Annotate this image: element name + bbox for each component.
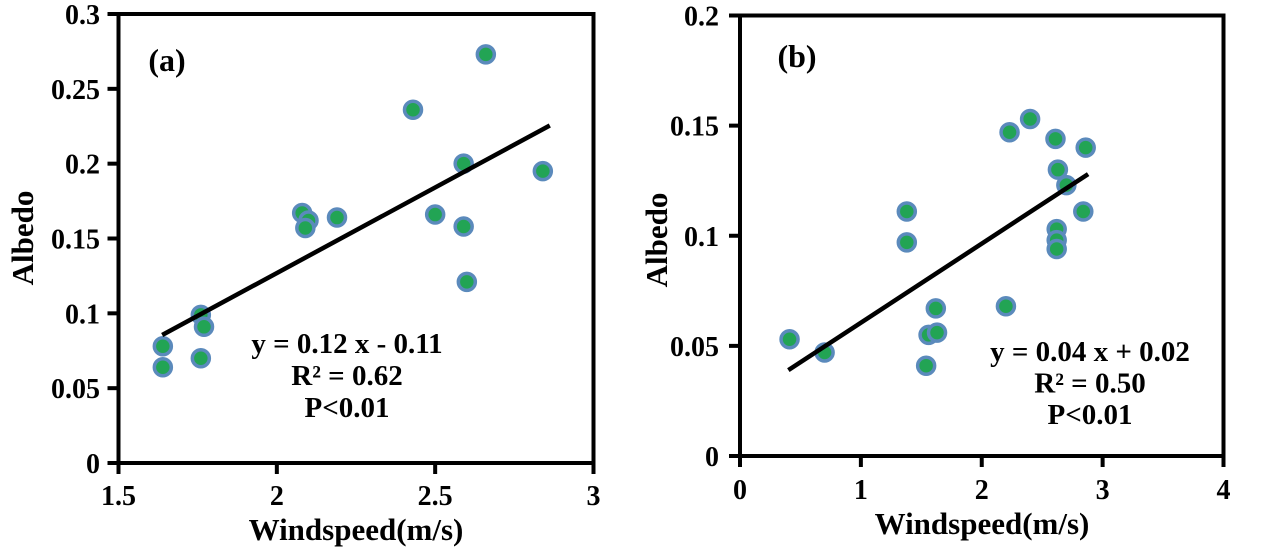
panel-b-data-point: [896, 201, 918, 222]
panel-b-data-point: [925, 298, 947, 319]
panel-a-y-axis-title: Albedo: [5, 191, 40, 286]
panel-a-x-tick-label: 1.5: [101, 481, 136, 512]
panel-b-equation-line: R² = 0.50: [1034, 368, 1145, 400]
panel-a-data-point: [326, 207, 348, 228]
panel-b-data-point: [1019, 108, 1041, 130]
panel-a-y-tick-label: 0.3: [65, 0, 100, 31]
panel-b-data-point: [1073, 201, 1094, 222]
panel-a-data-point: [152, 336, 174, 357]
panel-a-data-point: [190, 347, 212, 369]
panel-b-data-point: [995, 295, 1017, 317]
panel-a-x-tick-label: 2.5: [418, 481, 453, 512]
panel-a-equation-line: P<0.01: [305, 392, 390, 424]
panel-a-data-point: [453, 216, 474, 237]
panel-a-y-tick-label: 0.05: [51, 374, 100, 405]
panel-a-y-tick-label: 0.25: [51, 75, 100, 106]
panel-a-x-axis-title: Windspeed(m/s): [249, 512, 464, 547]
panel-b-data-point: [926, 322, 948, 343]
panel-b-x-tick-label: 4: [1217, 475, 1231, 506]
panel-b-x-tick-label: 3: [1096, 475, 1110, 506]
panel-b-data-point: [999, 121, 1020, 143]
panel-b-y-tick-label: 0: [705, 442, 719, 473]
panel-a-data-point: [532, 160, 554, 182]
panel-a-data-point: [402, 99, 424, 121]
panel-b-x-axis-title: Windspeed(m/s): [875, 506, 1090, 541]
panel-b-x-tick-label: 2: [975, 475, 989, 506]
panel-a-data-point: [475, 44, 497, 65]
panel-a-y-tick-label: 0.1: [65, 299, 100, 330]
panel-a-label: (a): [148, 42, 185, 78]
panel-a-y-tick-label: 0: [86, 449, 100, 480]
panel-b-data-point: [1047, 159, 1069, 180]
panel-a-data-point: [424, 204, 446, 225]
panel-a-y-tick-label: 0.15: [51, 225, 100, 256]
panel-b-data-point: [1046, 238, 1067, 260]
panel-a-x-tick-label: 3: [587, 481, 601, 512]
panel-a-equation-line: R² = 0.62: [291, 360, 402, 392]
panel-a-data-point: [295, 217, 316, 239]
panel-b-equation-line: P<0.01: [1048, 399, 1133, 431]
panel-b-y-tick-label: 0.2: [684, 2, 719, 33]
panel-b-data-point: [915, 355, 937, 376]
panel-a-y-tick-label: 0.2: [65, 150, 100, 181]
panel-a-x-tick-label: 2: [270, 481, 284, 512]
panel-b-equation-line: y = 0.04 x + 0.02: [990, 336, 1190, 368]
panel-b-x-tick-label: 0: [733, 475, 747, 506]
panel-a-data-point: [193, 316, 215, 338]
panel-b-y-tick-label: 0.1: [684, 222, 719, 253]
panel-b-frame: [738, 13, 1226, 458]
panel-a-trendline: [161, 123, 551, 338]
panel-b-data-point: [1075, 137, 1096, 158]
panel-a-data-point: [456, 271, 478, 293]
panel-a-equation-line: y = 0.12 x - 0.11: [251, 328, 442, 360]
panel-b-y-axis-title: Albedo: [639, 193, 674, 288]
panel-b-data-point: [779, 329, 800, 350]
panel-b-data-point: [1045, 128, 1066, 150]
panel-b-y-tick-label: 0.15: [670, 112, 719, 143]
panel-b-x-tick-label: 1: [854, 475, 868, 506]
panel-b-data-point: [896, 232, 918, 253]
panel-b-trendline: [787, 172, 1090, 372]
panel-b-y-tick-label: 0.05: [670, 332, 719, 363]
panel-b-label: (b): [777, 38, 816, 74]
panel-a-data-point: [152, 356, 174, 378]
